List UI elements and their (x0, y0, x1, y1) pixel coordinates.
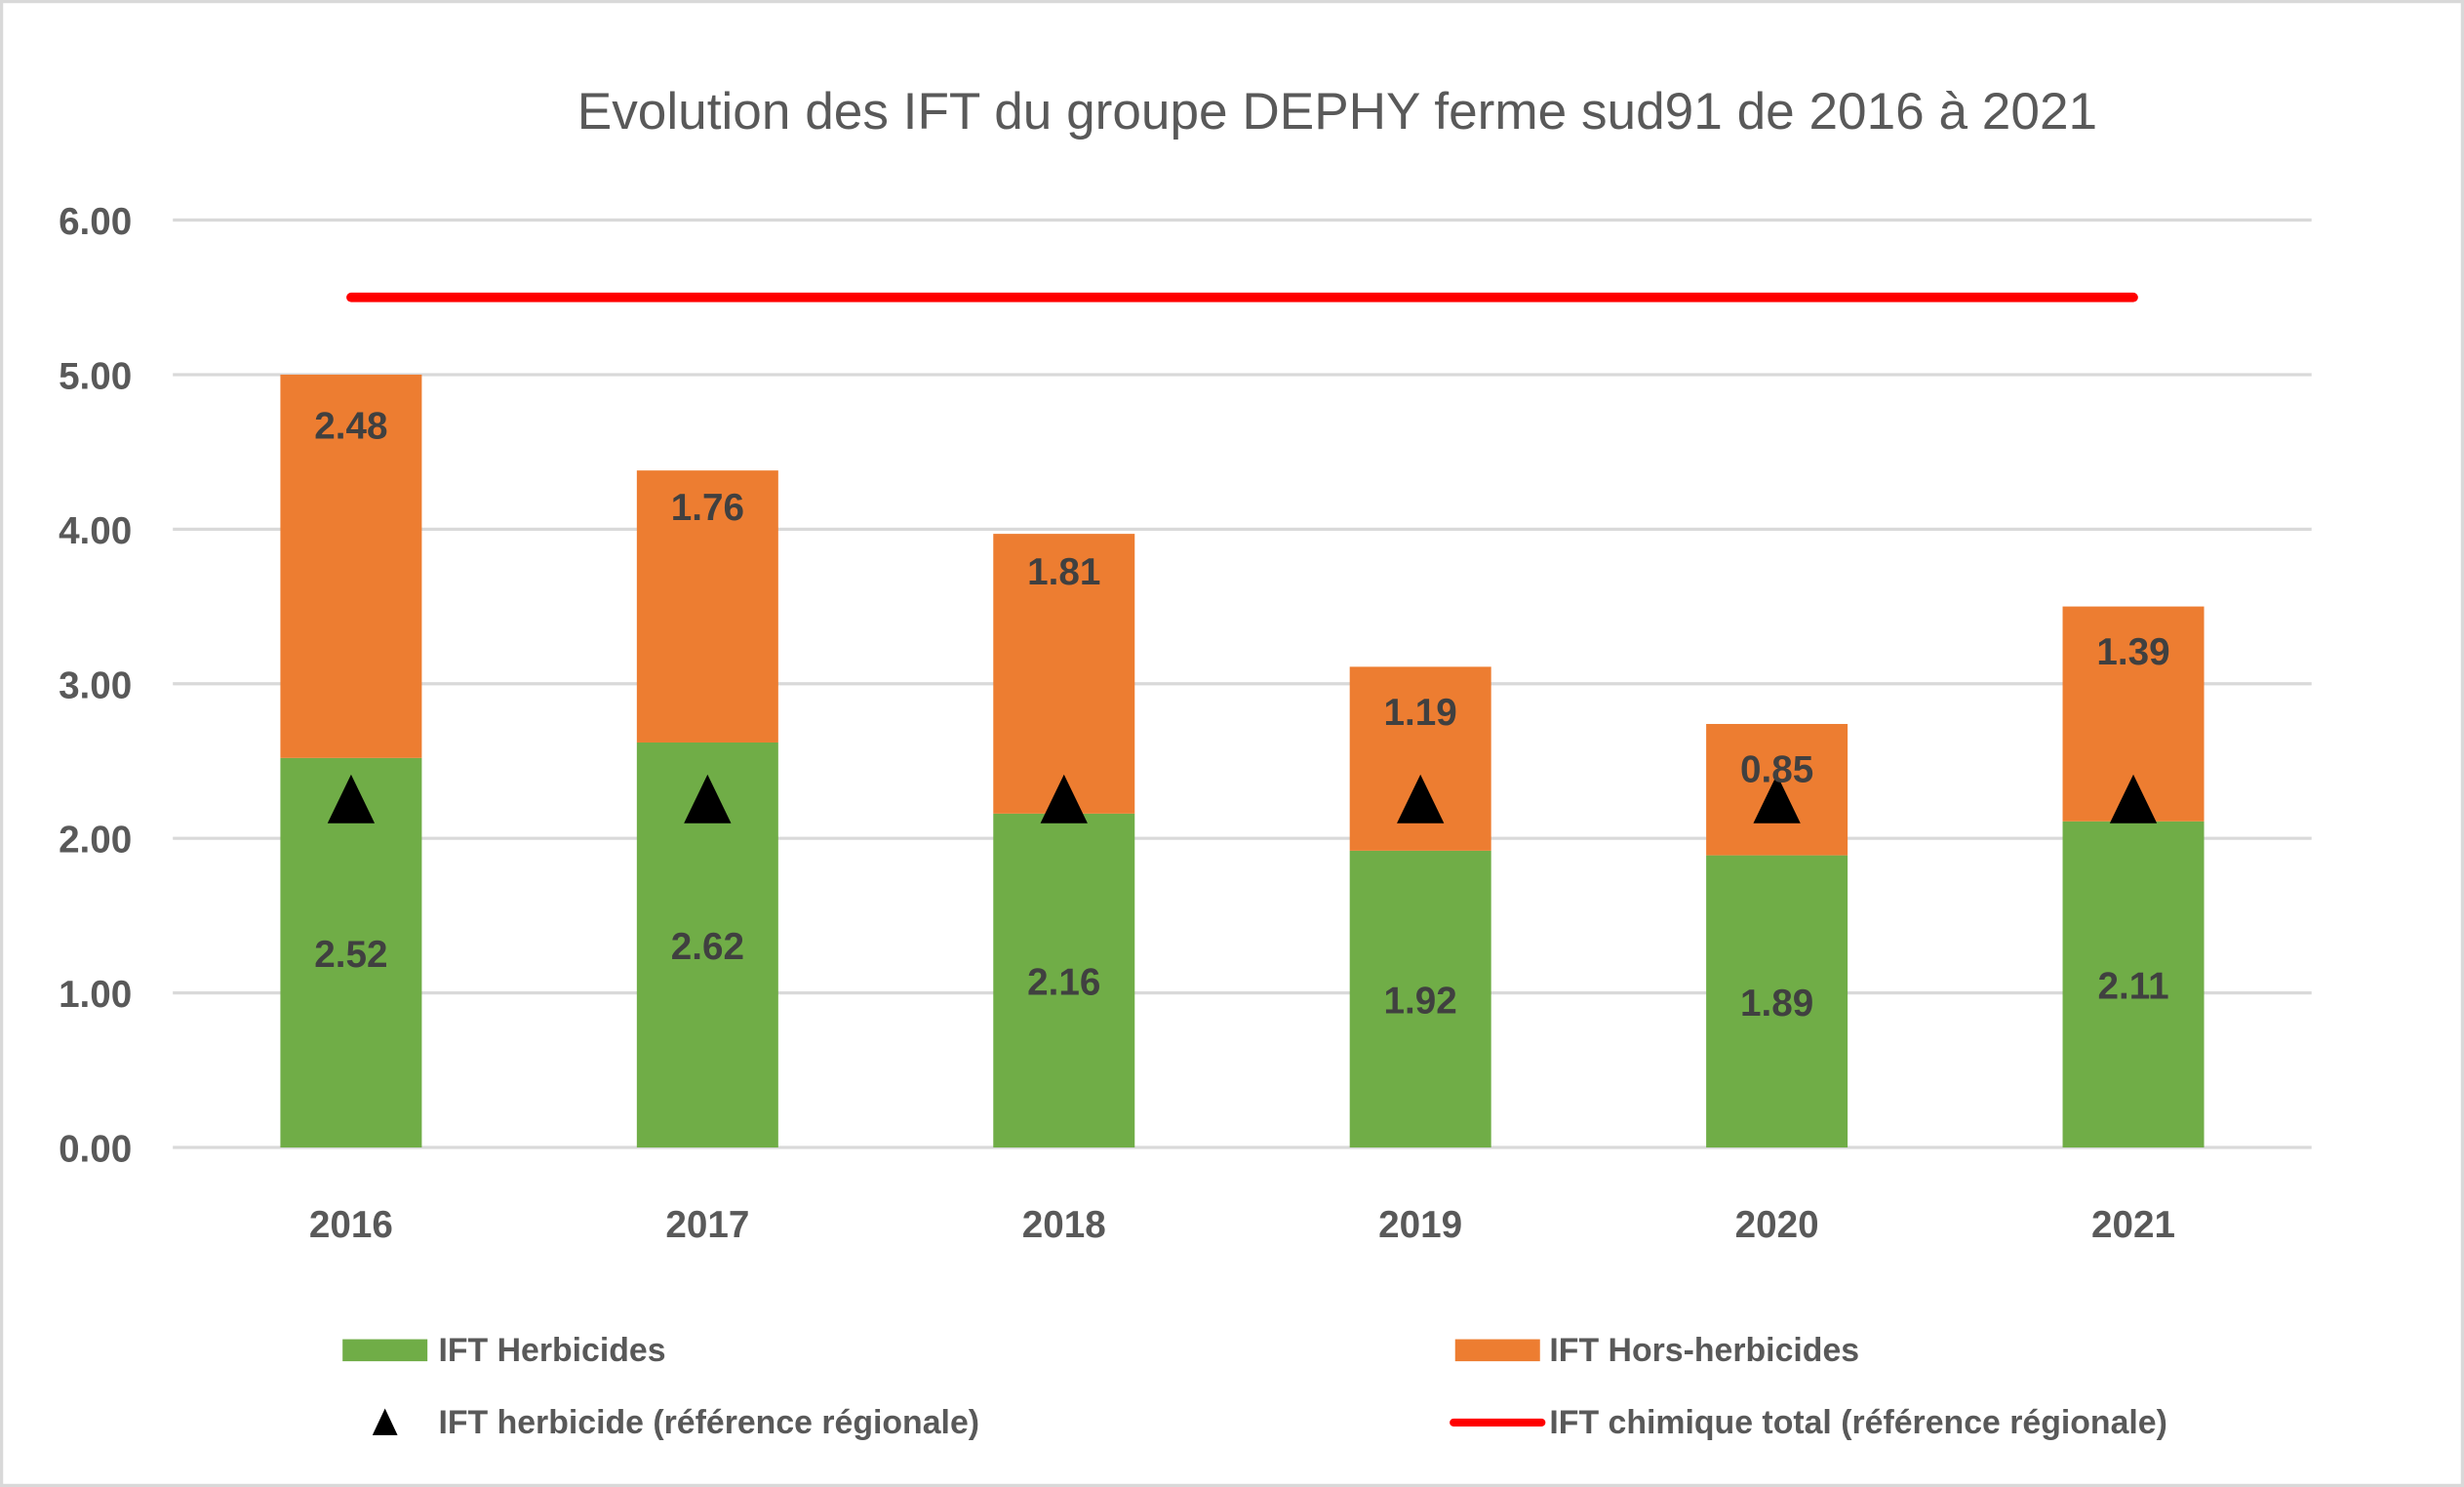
bar-herbicides (2062, 821, 2205, 1148)
x-tick-label: 2016 (309, 1204, 393, 1246)
legend-item-total-reference[interactable]: IFT chimique total (référence régionale) (1450, 1404, 2167, 1441)
triangle-marker (1753, 774, 1801, 824)
legend-swatch-hors-herbicides (1454, 1339, 1540, 1362)
legend-label-herbicide-reference: IFT herbicide (référence régionale) (438, 1404, 979, 1441)
bar-herbicides (1706, 855, 1848, 1148)
x-tick-label: 2019 (1378, 1204, 1462, 1246)
x-tick-label: 2021 (2091, 1204, 2175, 1246)
y-tick-label: 5.00 (59, 355, 132, 397)
reference-markers (327, 774, 2158, 824)
legend-item-herbicides[interactable]: IFT Herbicides (342, 1332, 666, 1369)
data-label-hors-herbicides: 1.76 (671, 487, 744, 529)
legend-item-herbicide-reference[interactable]: IFT herbicide (référence régionale) (372, 1404, 979, 1441)
bar-herbicides (993, 813, 1135, 1148)
y-tick-label: 2.00 (59, 820, 132, 862)
x-tick-label: 2017 (665, 1204, 749, 1246)
triangle-marker (2109, 774, 2158, 824)
triangle-marker (684, 774, 732, 824)
legend-label-herbicides: IFT Herbicides (438, 1332, 665, 1369)
y-tick-label: 4.00 (59, 510, 132, 552)
data-label-herbicides: 1.89 (1740, 983, 1813, 1025)
data-label-hors-herbicides: 1.81 (1027, 551, 1100, 593)
data-label-herbicides: 2.16 (1027, 961, 1100, 1003)
bar-hors-herbicides (280, 374, 422, 758)
legend-item-hors-herbicides[interactable]: IFT Hors-herbicides (1454, 1332, 1859, 1369)
data-label-herbicides: 2.62 (671, 926, 744, 968)
y-axis-ticks: 0.00 1.00 2.00 3.00 4.00 5.00 6.00 (59, 201, 132, 1170)
legend-label-hors-herbicides: IFT Hors-herbicides (1549, 1332, 1859, 1369)
bar-hors-herbicides (636, 470, 778, 743)
data-label-herbicides: 2.11 (2097, 965, 2168, 1007)
triangle-marker (1040, 774, 1088, 824)
y-tick-label: 6.00 (59, 201, 132, 243)
triangle-marker (327, 774, 376, 824)
bar-herbicides (1349, 850, 1491, 1148)
x-tick-label: 2020 (1735, 1204, 1819, 1246)
data-labels: 2.52 2.48 2.62 1.76 2.16 1.81 1.92 1.19 1.89 0.85… (314, 406, 2169, 1025)
data-label-hors-herbicides: 1.19 (1384, 692, 1457, 734)
y-tick-label: 0.00 (59, 1129, 132, 1171)
triangle-marker (1397, 774, 1445, 824)
bar-hors-herbicides (993, 534, 1135, 814)
gridlines (173, 218, 2312, 1149)
data-label-hors-herbicides: 1.39 (2096, 631, 2169, 673)
data-label-herbicides: 1.92 (1384, 980, 1457, 1022)
legend-swatch-herbicides (342, 1339, 428, 1362)
data-label-herbicides: 2.52 (314, 934, 387, 976)
legend-triangle-marker (372, 1408, 398, 1435)
x-tick-label: 2018 (1022, 1204, 1106, 1246)
legend-label-total-reference: IFT chimique total (référence régionale) (1549, 1404, 2166, 1441)
y-tick-label: 1.00 (59, 974, 132, 1016)
data-label-hors-herbicides: 2.48 (314, 406, 387, 448)
chart-title: Evolution des IFT du groupe DEPHY ferme … (577, 83, 2097, 141)
legend: IFT Herbicides IFT Hors-herbicides IFT h… (342, 1332, 2167, 1441)
data-label-hors-herbicides: 0.85 (1740, 749, 1813, 791)
x-axis-ticks: 2016 2017 2018 2019 2020 2021 (309, 1204, 2175, 1246)
y-tick-label: 3.00 (59, 664, 132, 706)
